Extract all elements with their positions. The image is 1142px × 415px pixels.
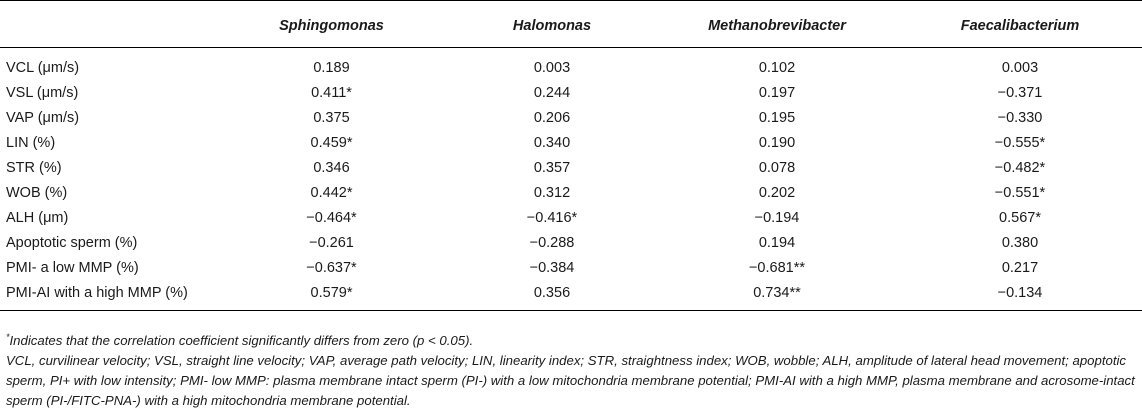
correlation-value: 0.579*	[310, 284, 353, 301]
significance-marker: *	[6, 332, 10, 342]
correlation-value: 0.206	[533, 110, 571, 126]
correlation-value: 0.197	[758, 85, 796, 101]
correlation-value: −0.637*	[306, 260, 357, 276]
table-row: PMI-AI with a high MMP (%) 0.579* 0.356 0.7…	[0, 281, 1142, 311]
table-row: LIN (%) 0.459* 0.340 0.190 −0.555*	[0, 131, 1142, 156]
correlation-value: −0.261	[309, 235, 354, 251]
correlation-value: −0.384	[529, 260, 575, 276]
correlation-value: 0.357	[533, 160, 571, 176]
correlation-value: 0.375	[313, 110, 350, 126]
correlation-value: 0.078	[758, 160, 796, 176]
correlation-value: 0.189	[313, 60, 350, 77]
correlation-value: 0.346	[313, 160, 350, 176]
correlation-value: 0.102	[758, 60, 796, 77]
correlation-value: 0.567*	[999, 210, 1041, 226]
correlation-value: −0.464*	[306, 210, 357, 226]
table-footnotes: *Indicates that the correlation coeffici…	[6, 331, 1136, 411]
row-label: LIN (%)	[6, 135, 56, 151]
correlation-value: −0.330	[997, 110, 1043, 126]
correlation-value: 0.217	[1001, 260, 1039, 276]
correlation-value: 0.202	[758, 185, 796, 201]
table-row: Apoptotic sperm (%) −0.261 −0.288 0.194 0.38…	[0, 231, 1142, 256]
correlation-value: 0.734**	[753, 284, 801, 301]
significance-text: Indicates that the correlation coefficie…	[9, 333, 474, 348]
correlation-value: 0.244	[533, 85, 571, 101]
table-row: ALH (μm) −0.464* −0.416* −0.194 0.567*	[0, 206, 1142, 231]
correlation-value: 0.380	[1001, 235, 1039, 251]
correlation-value: 0.003	[1001, 60, 1039, 77]
correlation-value: −0.194	[754, 210, 800, 226]
header-cell-genus: Sphingomonas	[215, 0, 448, 48]
table-header: Sphingomonas Halomonas Methanobrevibacter F…	[0, 0, 1142, 48]
header-cell-label	[0, 0, 215, 48]
correlation-value: −0.555*	[994, 135, 1046, 151]
table-row: STR (%) 0.346 0.357 0.078 −0.482*	[0, 156, 1142, 181]
correlation-value: −0.288	[529, 235, 575, 251]
row-label: VAP (μm/s)	[6, 110, 80, 126]
significance-footnote: *Indicates that the correlation coeffici…	[6, 331, 1136, 351]
row-label: PMI-AI with a high MMP (%)	[6, 284, 188, 301]
header-cell-genus: Methanobrevibacter	[656, 0, 898, 48]
correlation-value: 0.194	[758, 235, 796, 251]
correlation-value: −0.482*	[994, 160, 1046, 176]
abbreviations-footnote: VCL, curvilinear velocity; VSL, straight…	[6, 353, 1135, 408]
correlation-value: 0.003	[533, 60, 571, 77]
correlation-value: 0.442*	[310, 185, 353, 201]
table-row: VCL (μm/s) 0.189 0.003 0.102 0.003	[0, 48, 1142, 81]
correlation-value: −0.371	[997, 85, 1043, 101]
correlation-value: 0.459*	[310, 135, 353, 151]
correlation-value: 0.411*	[311, 85, 352, 101]
table-row: VAP (μm/s) 0.375 0.206 0.195 −0.330	[0, 106, 1142, 131]
table-row: PMI- a low MMP (%) −0.637* −0.384 −0.681** 0…	[0, 256, 1142, 281]
header-row: Sphingomonas Halomonas Methanobrevibacter F…	[0, 0, 1142, 48]
table-row: VSL (μm/s) 0.411* 0.244 0.197 −0.371	[0, 81, 1142, 106]
correlation-value: −0.681**	[748, 260, 806, 276]
row-label: Apoptotic sperm (%)	[6, 235, 138, 251]
correlation-value: 0.356	[533, 284, 571, 301]
correlation-value: −0.134	[997, 284, 1043, 301]
correlation-value: −0.416*	[526, 210, 578, 226]
table-body: VCL (μm/s) 0.189 0.003 0.102 0.003 VSL (μm/s)…	[0, 48, 1142, 311]
correlation-value: −0.551*	[994, 185, 1046, 201]
table-row: WOB (%) 0.442* 0.312 0.202 −0.551*	[0, 181, 1142, 206]
correlation-value: 0.195	[758, 110, 796, 126]
correlation-value: 0.312	[533, 185, 571, 201]
header-cell-genus: Faecalibacterium	[898, 0, 1142, 48]
row-label: PMI- a low MMP (%)	[6, 260, 139, 276]
row-label: VSL (μm/s)	[6, 85, 79, 101]
correlation-table: Sphingomonas Halomonas Methanobrevibacter F…	[0, 0, 1142, 311]
row-label: VCL (μm/s)	[6, 60, 80, 77]
correlation-value: 0.190	[758, 135, 796, 151]
row-label: STR (%)	[6, 160, 62, 176]
header-cell-genus: Halomonas	[448, 0, 656, 48]
correlation-table-container: Sphingomonas Halomonas Methanobrevibacter F…	[0, 0, 1142, 311]
row-label: ALH (μm)	[6, 210, 69, 226]
row-label: WOB (%)	[6, 185, 68, 201]
correlation-value: 0.340	[533, 135, 571, 151]
